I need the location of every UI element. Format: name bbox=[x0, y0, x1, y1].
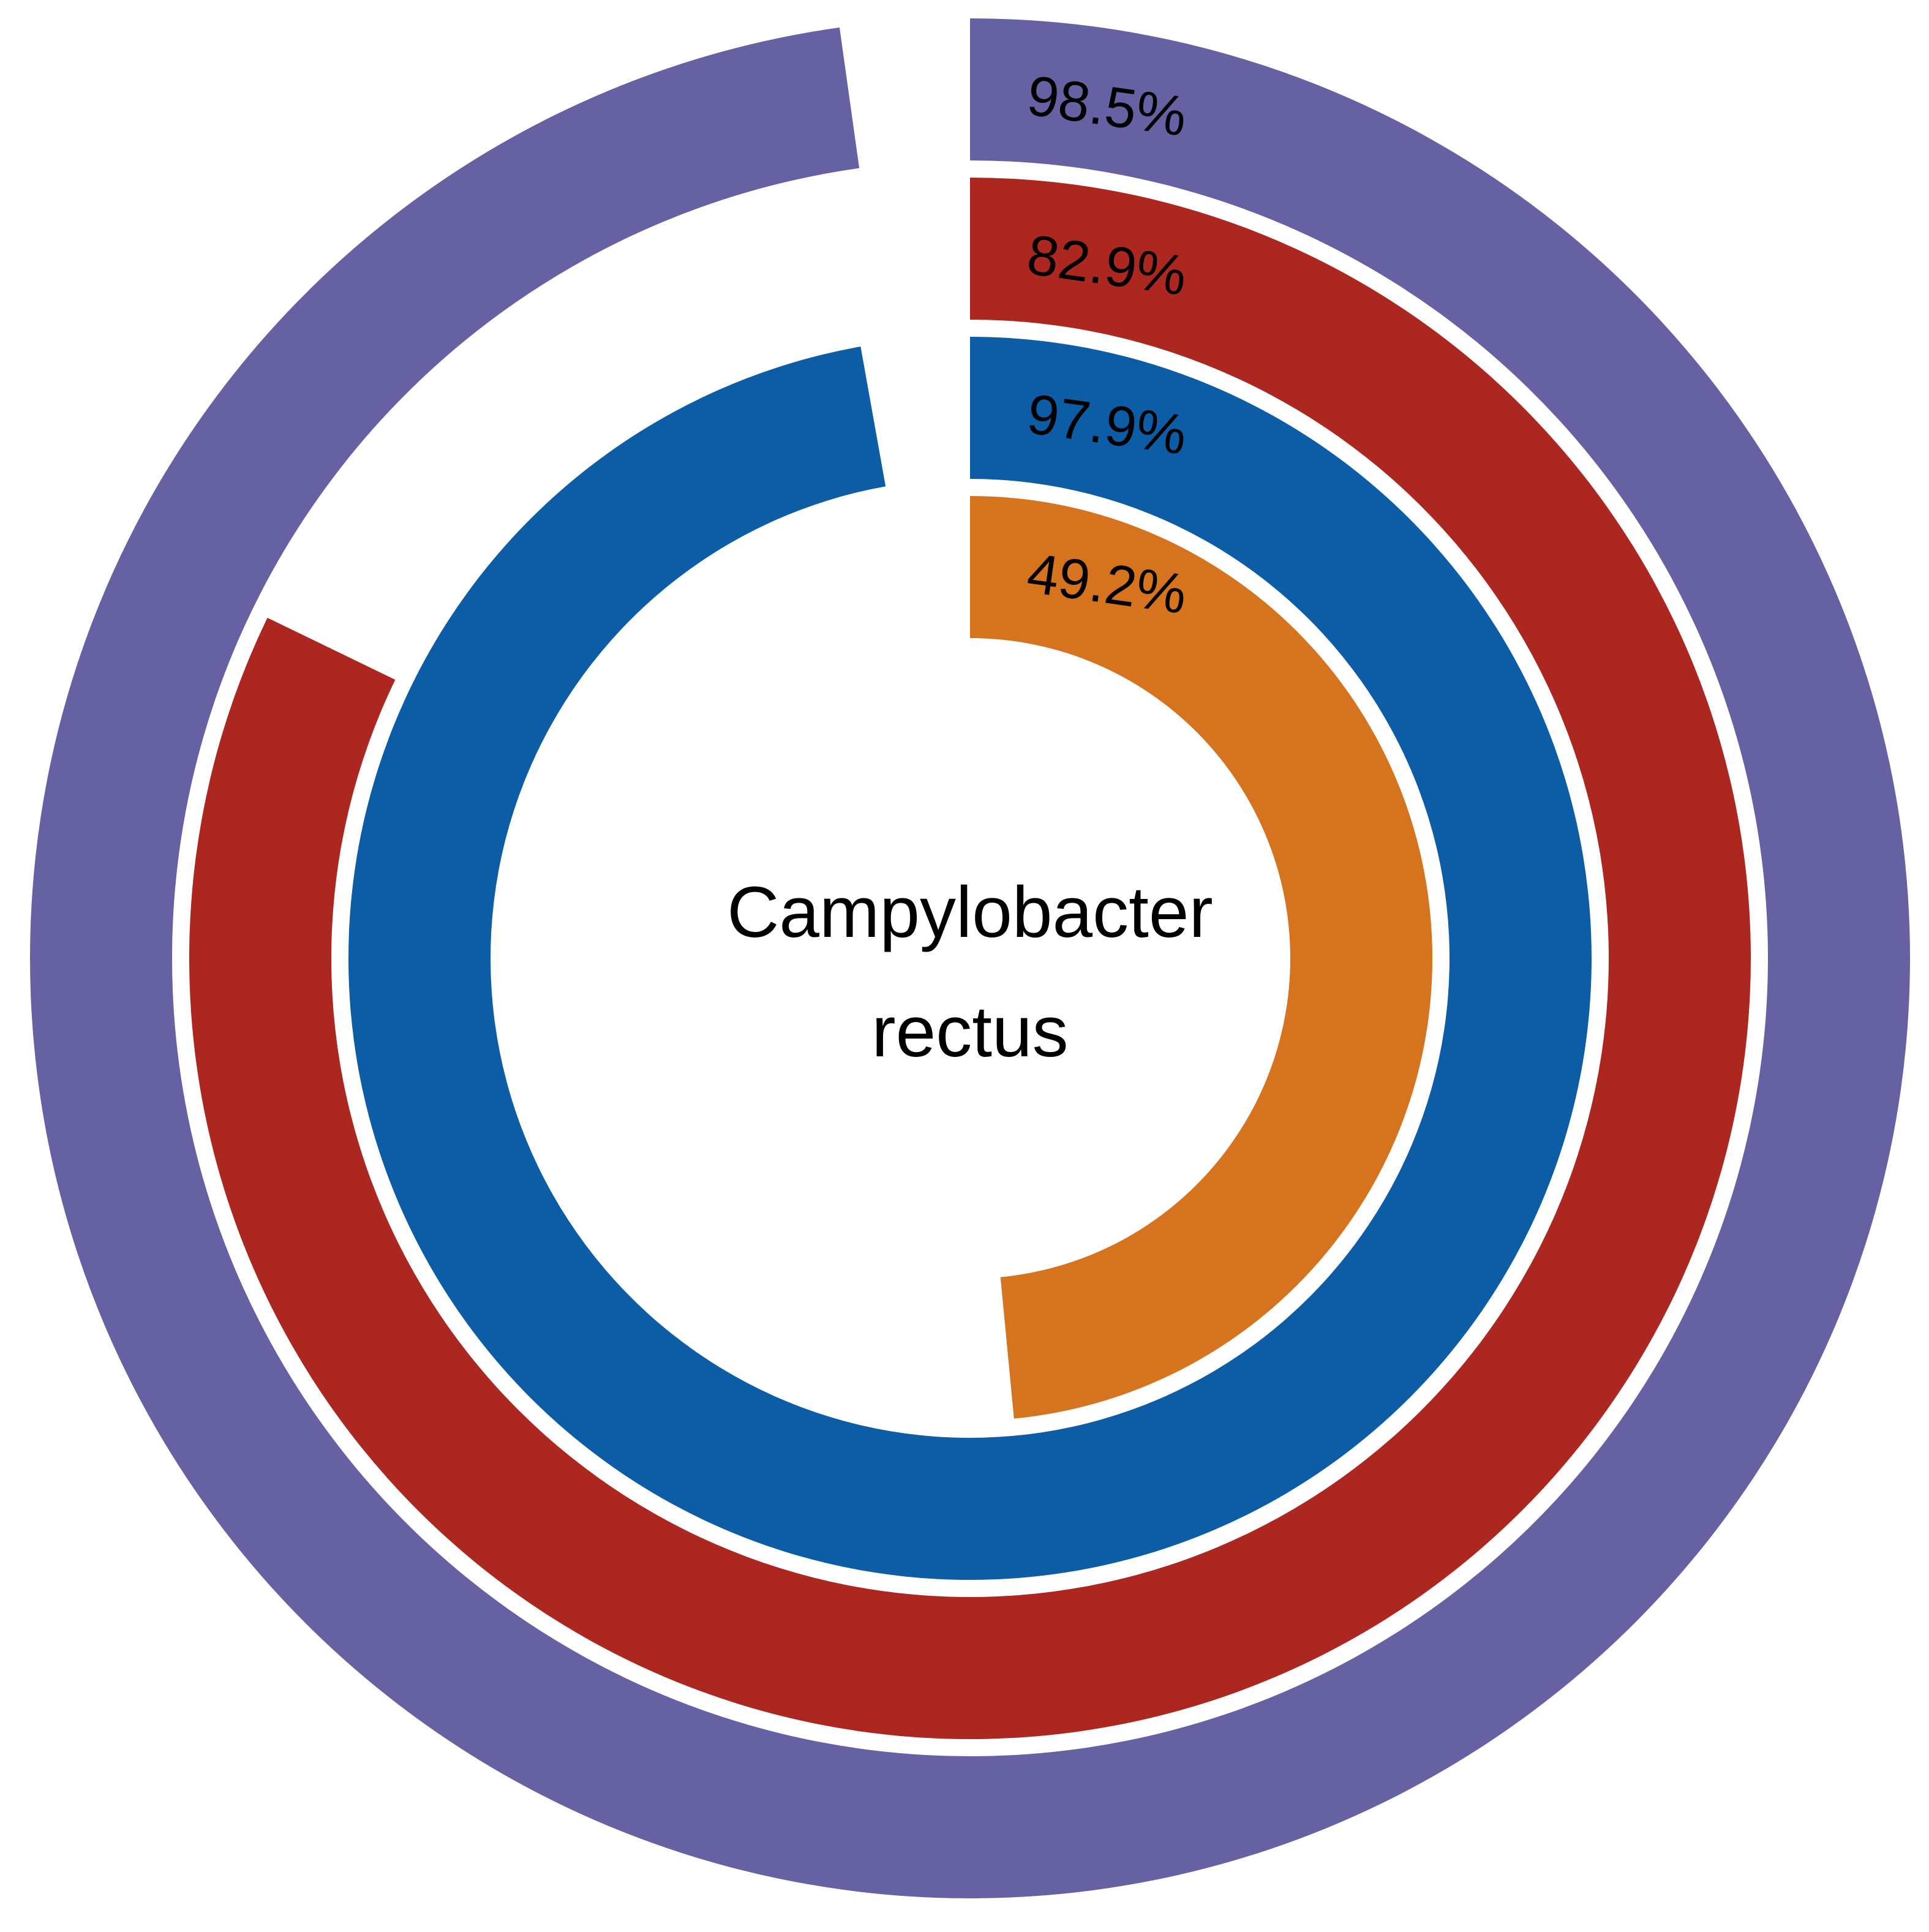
center-label-line-2: rectus bbox=[871, 991, 1068, 1072]
center-label-line-1: Campylobacter bbox=[727, 872, 1213, 953]
ring-bar-4 bbox=[970, 496, 1433, 1419]
rings-layer bbox=[30, 18, 1911, 1898]
center-label-layer: Campylobacter rectus bbox=[727, 872, 1213, 1072]
